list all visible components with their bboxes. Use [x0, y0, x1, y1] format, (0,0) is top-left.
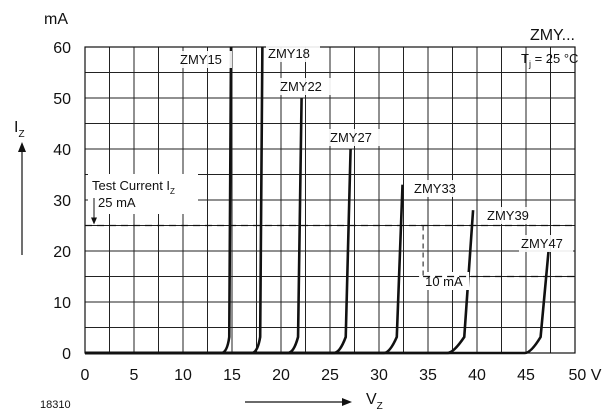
test-current-label: Test Current IZ [92, 178, 175, 196]
series-curve-zmy47 [85, 250, 550, 355]
series-label-bg [519, 235, 573, 252]
x-tick-label: 30 [370, 367, 388, 384]
axes: 0 10 20 30 40 50 60 0 5 10 15 20 25 30 35 40 45 50 V mA IZ V… [14, 11, 602, 412]
series-label-bg [412, 180, 466, 197]
series-label-zmy47: ZMY47 [521, 236, 563, 251]
x-tick-label: 25 [321, 367, 339, 384]
y-tick-label: 0 [62, 346, 71, 363]
y-tick-label: 60 [53, 40, 71, 57]
series-label-zmy39: ZMY39 [487, 208, 529, 223]
figure-id: 18310 [40, 399, 71, 411]
x-axis-label: VZ [366, 391, 383, 412]
series-label-zmy22: ZMY22 [280, 79, 322, 94]
x-tick-label: 35 [419, 367, 437, 384]
x-tick-label: 10 [174, 367, 192, 384]
x-tick-label: 45 [517, 367, 535, 384]
series-label-bg [328, 129, 382, 146]
test-current-value: 25 mA [98, 195, 136, 210]
x-tick-label: 5 [130, 367, 139, 384]
curves [85, 46, 550, 355]
series-label-bg [485, 207, 539, 224]
series-label-zmy33: ZMY33 [414, 181, 456, 196]
x-tick-label: 40 [468, 367, 486, 384]
y-axis-arrow-head [18, 142, 26, 152]
series-label-bg [266, 45, 320, 62]
y-tick-label: 40 [53, 142, 71, 159]
x-axis-arrow-head [342, 398, 352, 406]
series-label-zmy27: ZMY27 [330, 130, 372, 145]
x-tick-label-last: 50 V [569, 367, 602, 384]
series-label-bg [278, 78, 332, 95]
annotation-tj: Tj = 25 °C [521, 51, 578, 69]
y-tick-label: 50 [53, 91, 71, 108]
series-curve-zmy39 [85, 210, 475, 355]
x-tick-label: 15 [223, 367, 241, 384]
series-label-bg [178, 51, 232, 68]
series-label-zmy18: ZMY18 [268, 46, 310, 61]
chart-title: ZMY... [530, 27, 575, 44]
test-current-arrow-head [91, 217, 97, 225]
delta-label-bg [419, 272, 470, 290]
x-tick-label: 0 [81, 367, 90, 384]
series-label-zmy15: ZMY15 [180, 52, 222, 67]
delta-label: 10 mA [425, 274, 463, 289]
test-current-label-bg [88, 174, 198, 214]
y-tick-label: 30 [53, 193, 71, 210]
y-axis-unit: mA [44, 11, 68, 28]
y-tick-label: 10 [53, 295, 71, 312]
x-tick-label: 20 [272, 367, 290, 384]
y-tick-label: 20 [53, 244, 71, 261]
y-axis-label: IZ [14, 119, 25, 140]
